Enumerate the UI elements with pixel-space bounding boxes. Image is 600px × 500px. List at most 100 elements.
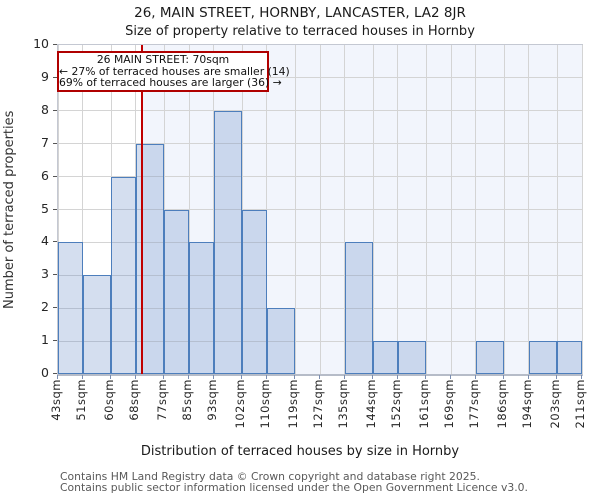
x-tick-mark: [396, 375, 398, 379]
y-tick-label: 4: [41, 233, 49, 249]
y-tick-label: 10: [33, 36, 49, 51]
y-tick-mark: [53, 340, 57, 342]
y-tick-label: 1: [41, 332, 49, 348]
annotation-larger-pct: 69% of terraced houses are larger (36) →: [59, 76, 282, 90]
histogram-bar: [266, 308, 296, 374]
y-tick-label: 5: [41, 200, 49, 216]
property-size-marker-line: [141, 45, 144, 374]
x-tick-mark: [425, 375, 427, 379]
x-axis-label: Distribution of terraced houses by size …: [140, 444, 460, 459]
chart-title: 26, MAIN STREET, HORNBY, LANCASTER, LA2 …: [134, 5, 466, 21]
x-tick-mark: [527, 375, 529, 379]
histogram-bar: [213, 110, 242, 374]
x-tick-label: 127sqm: [311, 379, 325, 429]
x-tick-mark: [134, 375, 136, 379]
histogram-bar: [557, 341, 582, 374]
v-gridline: [344, 45, 346, 374]
x-tick-mark: [188, 375, 189, 379]
y-tick-label: 6: [41, 167, 49, 183]
x-tick-label: 77sqm: [155, 379, 170, 421]
y-tick-mark: [53, 274, 57, 276]
v-gridline: [503, 45, 505, 374]
x-tick-label: 177sqm: [466, 379, 481, 429]
chart-subtitle: Size of property relative to terraced ho…: [125, 24, 475, 39]
x-tick-mark: [110, 375, 112, 379]
v-gridline: [397, 45, 399, 374]
x-tick-mark: [474, 375, 476, 379]
x-tick-label: 152sqm: [388, 379, 403, 429]
x-tick-mark: [319, 375, 320, 379]
x-tick-mark: [57, 375, 58, 379]
x-tick-label: 135sqm: [335, 379, 350, 429]
x-tick-label: 169sqm: [442, 379, 456, 429]
histogram-bar: [111, 176, 136, 374]
histogram-bar: [373, 341, 398, 374]
x-tick-mark: [556, 375, 558, 379]
y-tick-mark: [53, 307, 57, 309]
y-tick-label: 8: [41, 101, 49, 117]
annotation-smaller-pct: ← 27% of terraced houses are smaller (14…: [59, 64, 290, 78]
plot-area: [57, 44, 583, 376]
x-tick-label: 144sqm: [364, 379, 379, 429]
x-tick-label: 194sqm: [519, 379, 534, 429]
histogram-bar: [344, 242, 373, 374]
histogram-bar: [189, 242, 214, 374]
x-tick-label: 211sqm: [573, 379, 587, 429]
x-tick-label: 119sqm: [286, 379, 301, 429]
v-gridline: [266, 45, 268, 374]
v-gridline: [425, 45, 427, 374]
x-tick-mark: [81, 375, 83, 379]
v-gridline: [188, 45, 190, 374]
v-gridline: [372, 45, 374, 374]
y-tick-label: 9: [41, 68, 49, 84]
x-tick-label: 161sqm: [417, 379, 432, 429]
histogram-bar: [58, 242, 83, 374]
y-tick-mark: [53, 142, 57, 144]
footer-attribution-line-1: Contains HM Land Registry data © Crown c…: [60, 470, 480, 483]
y-tick-mark: [53, 241, 57, 243]
v-gridline: [450, 45, 452, 374]
x-tick-mark: [450, 375, 451, 379]
v-gridline: [294, 45, 296, 374]
x-tick-label: 68sqm: [126, 379, 141, 421]
x-tick-label: 102sqm: [233, 379, 248, 429]
x-tick-mark: [212, 375, 214, 379]
x-tick-mark: [163, 375, 165, 379]
property-annotation-box: 26 MAIN STREET: 70sqm ← 27% of terraced …: [57, 51, 290, 92]
histogram-bar: [528, 341, 558, 374]
x-tick-mark: [581, 375, 582, 379]
v-gridline: [528, 45, 530, 374]
y-tick-mark: [53, 373, 57, 374]
footer-attribution-line-2: Contains public sector information licen…: [60, 481, 528, 495]
x-tick-mark: [343, 375, 345, 379]
y-tick-mark: [53, 44, 57, 45]
x-tick-mark: [265, 375, 267, 379]
x-tick-label: 60sqm: [102, 379, 117, 421]
x-tick-label: 93sqm: [204, 379, 219, 421]
v-gridline: [581, 45, 583, 374]
annotation-property-size: 26 MAIN STREET: 70sqm: [96, 53, 230, 66]
v-gridline: [475, 45, 477, 374]
y-tick-label: 0: [41, 365, 49, 380]
histogram-bar: [164, 209, 189, 374]
x-tick-mark: [372, 375, 374, 379]
y-tick-label: 2: [41, 299, 49, 315]
v-gridline: [319, 45, 321, 374]
x-tick-mark: [241, 375, 243, 379]
x-tick-label: 51sqm: [73, 379, 88, 421]
y-tick-mark: [53, 109, 57, 111]
x-tick-label: 43sqm: [49, 379, 63, 421]
v-gridline: [57, 45, 59, 374]
x-tick-label: 186sqm: [495, 379, 510, 429]
v-gridline: [82, 45, 84, 374]
histogram-bar: [397, 341, 427, 374]
v-gridline: [556, 45, 558, 374]
footer-attribution: Contains HM Land Registry data © Crown c…: [60, 470, 528, 495]
x-tick-mark: [294, 375, 296, 379]
x-tick-label: 203sqm: [548, 379, 563, 429]
histogram-bar: [82, 275, 111, 374]
y-tick-mark: [53, 76, 57, 78]
y-tick-mark: [53, 175, 57, 177]
y-tick-label: 3: [41, 266, 49, 282]
